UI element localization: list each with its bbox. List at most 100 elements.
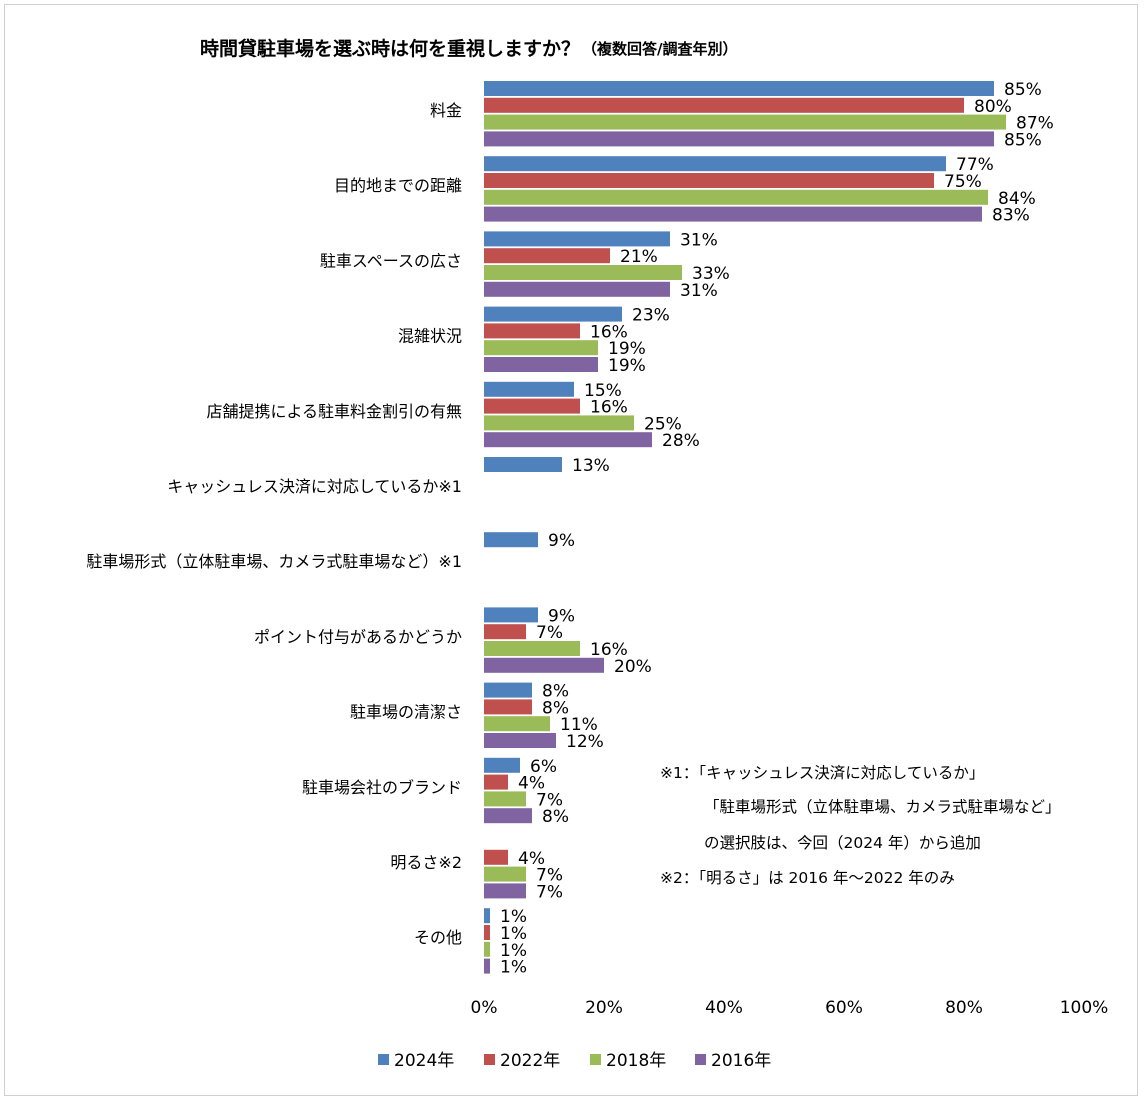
category-label: 駐車スペースの広さ: [320, 251, 462, 270]
bars-group: [484, 81, 1006, 974]
bar-2018年: [484, 265, 682, 280]
value-label: 9%: [548, 531, 575, 551]
bar-2024年: [484, 457, 562, 472]
bar-2022年: [484, 624, 526, 640]
legend-label: 2016年: [711, 1051, 771, 1071]
x-tick-label: 0%: [471, 998, 498, 1018]
bar-2024年: [484, 306, 622, 322]
value-label: 6%: [530, 757, 557, 777]
value-label: 13%: [572, 456, 610, 476]
legend-label: 2022年: [500, 1051, 560, 1071]
note-line: の選択肢は、今回（2024 年）から追加: [704, 834, 981, 852]
value-label: 4%: [518, 774, 545, 794]
category-labels: 料金目的地までの距離駐車スペースの広さ混雑状況店舗提携による駐車料金割引の有無キ…: [86, 101, 462, 947]
value-label: 31%: [680, 230, 718, 250]
bar-2016年: [484, 131, 994, 147]
category-label: 混雑状況: [398, 327, 462, 346]
bar-2022年: [484, 173, 934, 188]
value-label: 19%: [608, 356, 646, 376]
value-label: 16%: [590, 398, 628, 418]
category-label: 目的地までの距離: [334, 176, 462, 195]
bar-2016年: [484, 657, 604, 673]
value-label: 8%: [542, 682, 569, 702]
x-tick-label: 100%: [1060, 998, 1109, 1018]
value-label: 7%: [536, 866, 563, 886]
x-tick-label: 20%: [585, 998, 623, 1018]
bar-2022年: [484, 323, 580, 339]
bar-2018年: [484, 415, 634, 431]
value-label: 1%: [500, 941, 527, 961]
value-label: 28%: [662, 431, 700, 451]
category-label: 店舗提携による駐車料金割引の有無: [206, 402, 462, 421]
bar-2016年: [484, 808, 532, 824]
value-label: 84%: [998, 189, 1036, 209]
bar-2024年: [484, 381, 574, 397]
bar-2018年: [484, 340, 598, 356]
note-line: 「駐車場形式（立体駐車場、カメラ式駐車場など」: [704, 798, 1061, 816]
value-label: 7%: [536, 790, 563, 810]
bar-2018年: [484, 716, 550, 732]
note-line: ※2：「明るさ」は 2016 年～2022 年のみ: [660, 869, 955, 887]
value-labels: 85%80%87%85%77%75%84%83%31%21%33%31%23%1…: [500, 80, 1054, 978]
legend: 2024年 2022年 2018年 2016年: [378, 1051, 771, 1071]
value-label: 80%: [974, 97, 1012, 117]
bar-2024年: [484, 908, 490, 924]
legend-label: 2024年: [394, 1051, 454, 1071]
bar-2024年: [484, 682, 532, 698]
x-axis-ticks: 0% 20% 40% 60% 80% 100%: [471, 998, 1109, 1018]
value-label: 8%: [542, 698, 569, 718]
bar-2022年: [484, 97, 964, 113]
value-label: 9%: [548, 606, 575, 626]
category-label: 駐車場会社のブランド: [302, 778, 462, 797]
category-label: 料金: [430, 101, 462, 120]
value-label: 31%: [680, 281, 718, 301]
x-tick-label: 60%: [825, 998, 863, 1018]
legend-swatch: [695, 1054, 706, 1065]
value-label: 1%: [500, 958, 527, 978]
bar-2018年: [484, 791, 526, 807]
note-line: ※1：「キャッシュレス決済に対応しているか」: [660, 764, 984, 782]
legend-label: 2018年: [606, 1051, 666, 1071]
value-label: 21%: [620, 247, 658, 267]
legend-swatch: [378, 1054, 389, 1065]
bar-2018年: [484, 866, 526, 882]
value-label: 77%: [956, 155, 994, 175]
bar-2024年: [484, 607, 538, 623]
value-label: 87%: [1016, 114, 1054, 134]
notes: ※1：「キャッシュレス決済に対応しているか」「駐車場形式（立体駐車場、カメラ式駐…: [660, 764, 1061, 887]
value-label: 7%: [536, 882, 563, 902]
bar-2022年: [484, 774, 508, 790]
bar-2016年: [484, 733, 556, 748]
bar-2018年: [484, 941, 490, 957]
x-tick-label: 40%: [705, 998, 743, 1018]
bar-2022年: [484, 849, 508, 865]
value-label: 23%: [632, 306, 670, 326]
bar-2024年: [484, 81, 994, 96]
chart-frame: [4, 4, 1138, 1096]
bar-2016年: [484, 281, 670, 297]
bar-2022年: [484, 398, 580, 414]
bar-2024年: [484, 156, 946, 172]
category-label: ポイント付与があるかどうか: [254, 627, 462, 646]
chart-title: 時間貸駐車場を選ぶ時は何を重視しますか？: [200, 37, 580, 60]
legend-swatch: [590, 1054, 601, 1065]
category-label: 明るさ※2: [390, 853, 462, 872]
bar-2024年: [484, 231, 670, 247]
value-label: 20%: [614, 657, 652, 677]
value-label: 16%: [590, 640, 628, 660]
bar-2024年: [484, 532, 538, 548]
value-label: 75%: [944, 172, 982, 192]
bar-2016年: [484, 357, 598, 372]
bar-2022年: [484, 925, 490, 940]
bar-2018年: [484, 114, 1006, 130]
value-label: 8%: [542, 807, 569, 827]
chart-subtitle: （複数回答/調査年別）: [582, 40, 737, 58]
value-label: 85%: [1004, 80, 1042, 100]
value-label: 11%: [560, 715, 598, 735]
bar-2016年: [484, 432, 652, 448]
value-label: 15%: [584, 381, 622, 401]
bar-2024年: [484, 757, 520, 773]
category-label: 駐車場形式（立体駐車場、カメラ式駐車場など）※1: [86, 552, 462, 571]
bar-2016年: [484, 206, 982, 222]
